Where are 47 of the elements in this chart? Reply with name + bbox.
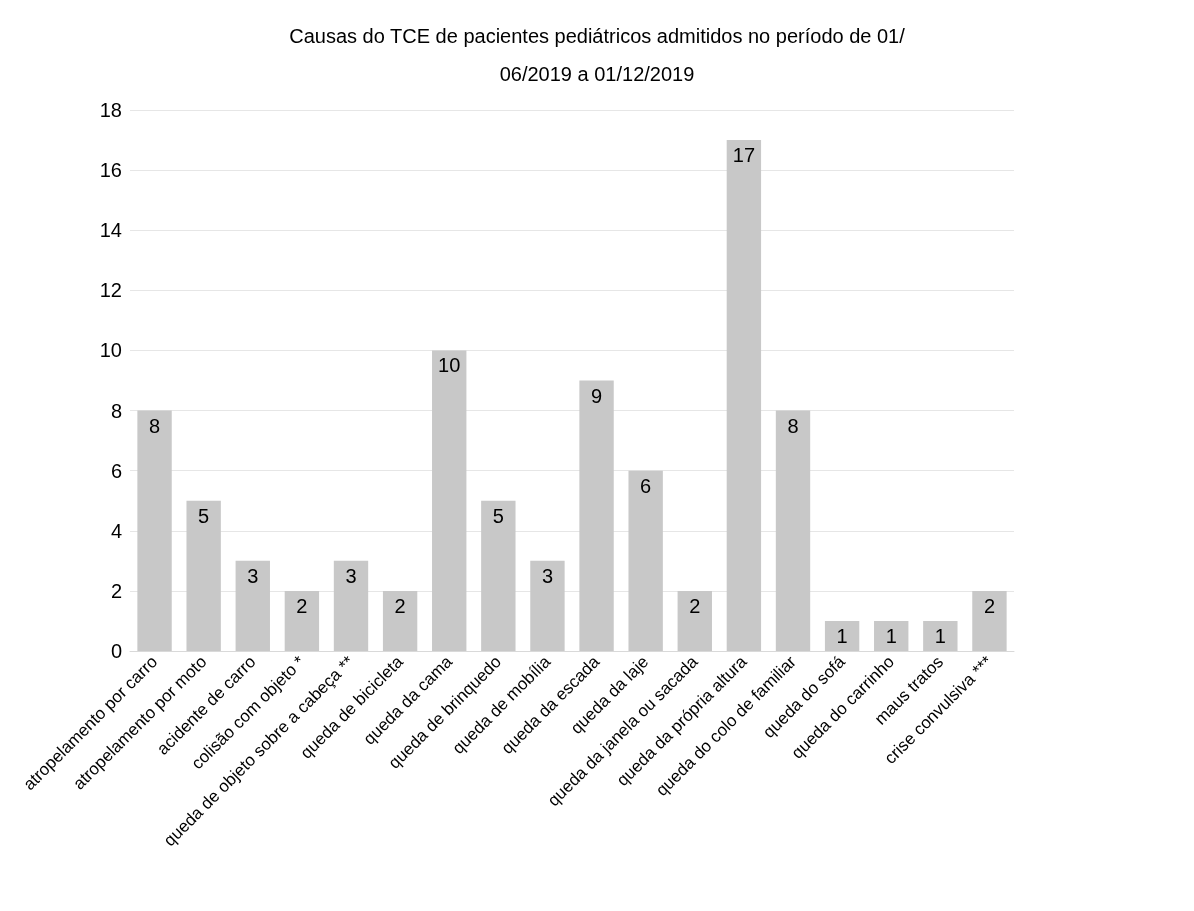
- data-label: 5: [198, 504, 210, 527]
- data-label: 2: [689, 594, 701, 617]
- data-label: 17: [732, 144, 756, 167]
- data-label: 5: [492, 504, 504, 527]
- y-tick-label: 12: [99, 279, 122, 302]
- data-label: 3: [541, 564, 554, 587]
- y-tick-label: 10: [99, 339, 122, 362]
- data-label: 8: [787, 414, 799, 437]
- data-label: 10: [438, 354, 461, 377]
- data-label: 2: [394, 594, 406, 617]
- y-tick-label: 8: [110, 399, 122, 422]
- data-label: 9: [590, 384, 603, 407]
- y-tick-label: 16: [99, 159, 122, 182]
- bar: [481, 500, 516, 651]
- bar: [137, 410, 172, 651]
- bar: [186, 500, 221, 651]
- bar: [284, 590, 320, 651]
- data-label: 3: [247, 564, 259, 587]
- y-tick-label: 18: [99, 99, 122, 121]
- data-label: 2: [296, 594, 308, 617]
- bar: [775, 410, 811, 651]
- bar: [628, 470, 663, 651]
- data-label: 1: [885, 624, 897, 647]
- bar: [972, 590, 1007, 651]
- y-tick-label: 14: [99, 219, 122, 242]
- bar: [874, 620, 909, 651]
- data-label: 8: [148, 414, 161, 437]
- data-label: 1: [836, 624, 848, 647]
- bar: [530, 560, 565, 651]
- bar: [382, 590, 418, 651]
- chart-title: Causas do TCE de pacientes pediátricos admitidos no período de 01/06/2019 a 01/12/2019: [289, 25, 906, 85]
- bar: [677, 590, 712, 651]
- bar: [726, 140, 762, 651]
- bar: [333, 560, 369, 651]
- data-label: 1: [934, 624, 946, 647]
- data-label: 2: [983, 594, 996, 617]
- bar: [923, 620, 958, 651]
- bar: [824, 620, 860, 651]
- bar: [579, 380, 614, 651]
- bar: [432, 350, 467, 651]
- bar: [235, 560, 270, 651]
- data-label: 6: [640, 474, 652, 497]
- y-tick-label: 6: [110, 459, 122, 482]
- data-label: 3: [345, 564, 357, 587]
- y-tick-label: 4: [110, 519, 122, 542]
- y-tick-label: 0: [110, 640, 122, 662]
- y-tick-label: 2: [110, 579, 122, 602]
